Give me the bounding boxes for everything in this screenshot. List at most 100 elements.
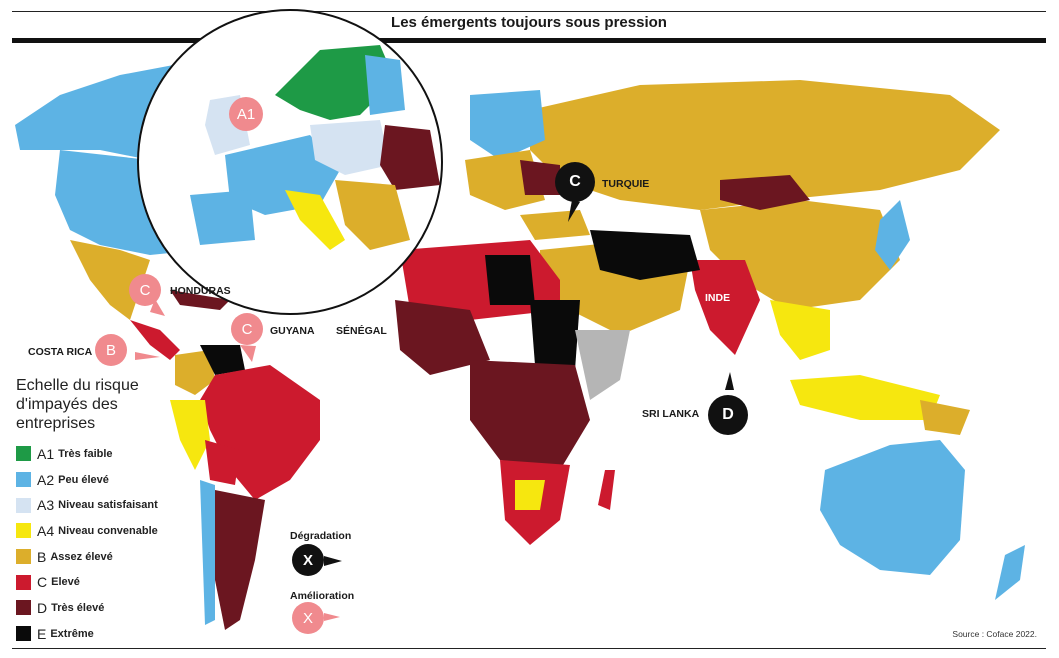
- legend-row-a3: A3 Niveau satisfaisant: [16, 492, 216, 518]
- region-papua: [920, 400, 970, 435]
- costarica-rating: B: [105, 341, 116, 359]
- srilanka-badge: D: [708, 395, 748, 435]
- region-argentina: [215, 490, 265, 630]
- downgrade-pointer: [324, 556, 342, 566]
- code-c: C: [37, 574, 48, 591]
- swatch-a1: [16, 446, 31, 462]
- legend-row-a2: A2 Peu élevé: [16, 467, 216, 493]
- region-turkey: [520, 210, 590, 240]
- legend-row-b: B Assez élevé: [16, 544, 216, 570]
- swatch-d: [16, 600, 31, 616]
- upgrade-pointer: [324, 613, 340, 621]
- srilanka-label: SRI LANKA: [642, 408, 700, 420]
- desc-d: Très élevé: [51, 601, 105, 614]
- honduras-badge: C: [129, 274, 161, 306]
- region-southeast-asia: [770, 300, 830, 360]
- costarica-pointer: [135, 352, 160, 360]
- costarica-label: COSTA RICA: [28, 346, 93, 358]
- turkey-label: TURQUIE: [602, 178, 650, 190]
- title-bar: Les émergents toujours sous pression: [12, 8, 1046, 43]
- title-rule: [12, 38, 1046, 43]
- region-new-zealand: [995, 545, 1025, 600]
- swatch-e: [16, 626, 31, 642]
- guyana-pointer: [240, 345, 256, 362]
- map-title: Les émergents toujours sous pression: [391, 14, 667, 31]
- srilanka-pointer: [725, 372, 734, 390]
- desc-c: Elevé: [51, 576, 80, 589]
- region-madagascar: [598, 470, 615, 510]
- upgrade-key-badge: X: [292, 602, 324, 634]
- region-libya: [485, 255, 535, 305]
- region-russia: [530, 80, 1000, 210]
- guyana-badge: C: [231, 313, 263, 345]
- region-ukraine: [520, 160, 560, 195]
- inset-balkans: [335, 180, 410, 250]
- upgrade-key-label: Amélioration: [290, 590, 355, 602]
- bottom-rule: [12, 648, 1046, 649]
- legend: Echelle du risque d'impayés des entrepri…: [16, 376, 216, 647]
- region-west-africa: [395, 300, 490, 375]
- guyana-rating: C: [241, 320, 253, 338]
- swatch-a2: [16, 472, 31, 488]
- swatch-a4: [16, 523, 31, 539]
- region-sudan: [530, 300, 580, 370]
- inset-a1-text: A1: [236, 105, 256, 123]
- inset-iberia: [190, 190, 255, 245]
- inset-italy: [285, 190, 345, 250]
- swatch-b: [16, 549, 31, 565]
- region-horn: [575, 330, 630, 400]
- region-mongolia: [720, 175, 810, 210]
- inset-central-europe: [310, 120, 390, 175]
- region-iran-afgh: [590, 230, 700, 280]
- region-central-africa: [470, 360, 590, 470]
- region-indonesia: [790, 375, 940, 420]
- turkey-badge: C: [555, 162, 595, 202]
- downgrade-key-symbol: X: [302, 551, 313, 569]
- legend-row-c: C Elevé: [16, 569, 216, 595]
- turkey-pointer: [568, 200, 580, 222]
- desc-a4: Niveau convenable: [58, 524, 158, 537]
- honduras-label: HONDURAS: [170, 285, 231, 297]
- region-colombia: [175, 350, 215, 395]
- legend-row-a4: A4 Niveau convenable: [16, 518, 216, 544]
- upgrade-key-symbol: X: [302, 609, 313, 627]
- india-label: INDE: [705, 292, 731, 304]
- region-japan: [875, 200, 910, 270]
- region-mexico: [70, 240, 150, 320]
- inset-a1-badge: A1: [229, 97, 263, 131]
- downgrade-key-badge: X: [292, 544, 324, 576]
- code-a3: A3: [37, 497, 55, 514]
- swatch-a3: [16, 497, 31, 513]
- region-india: [690, 260, 760, 355]
- code-d: D: [37, 599, 48, 616]
- downgrade-key-label: Dégradation: [290, 530, 352, 542]
- legend-row-a1: A1 Très faible: [16, 441, 216, 467]
- inset-scandinavia: [275, 45, 395, 120]
- inset-finland-baltics: [365, 55, 405, 115]
- srilanka-rating: D: [722, 406, 734, 423]
- swatch-c: [16, 574, 31, 590]
- region-central-america: [130, 320, 180, 360]
- desc-a3: Niveau satisfaisant: [58, 499, 158, 512]
- senegal-label: SÉNÉGAL: [336, 325, 387, 337]
- region-caribbean: [170, 290, 230, 310]
- region-bolivia: [205, 440, 240, 485]
- desc-b: Assez élevé: [50, 550, 113, 563]
- code-a1: A1: [37, 445, 55, 462]
- desc-e: Extrême: [50, 627, 94, 640]
- region-chile: [200, 480, 215, 625]
- honduras-rating: C: [139, 281, 151, 299]
- source-note: Source : Coface 2022.: [952, 629, 1037, 639]
- code-a2: A2: [37, 471, 55, 488]
- region-peru: [170, 400, 210, 470]
- code-e: E: [37, 625, 47, 642]
- inset-ukraine: [380, 125, 440, 190]
- region-australia: [820, 440, 965, 575]
- guyana-label: GUYANA: [270, 325, 315, 337]
- code-a4: A4: [37, 522, 55, 539]
- desc-a1: Très faible: [58, 447, 113, 460]
- desc-a2: Peu élevé: [58, 473, 109, 486]
- turkey-rating: C: [569, 173, 581, 190]
